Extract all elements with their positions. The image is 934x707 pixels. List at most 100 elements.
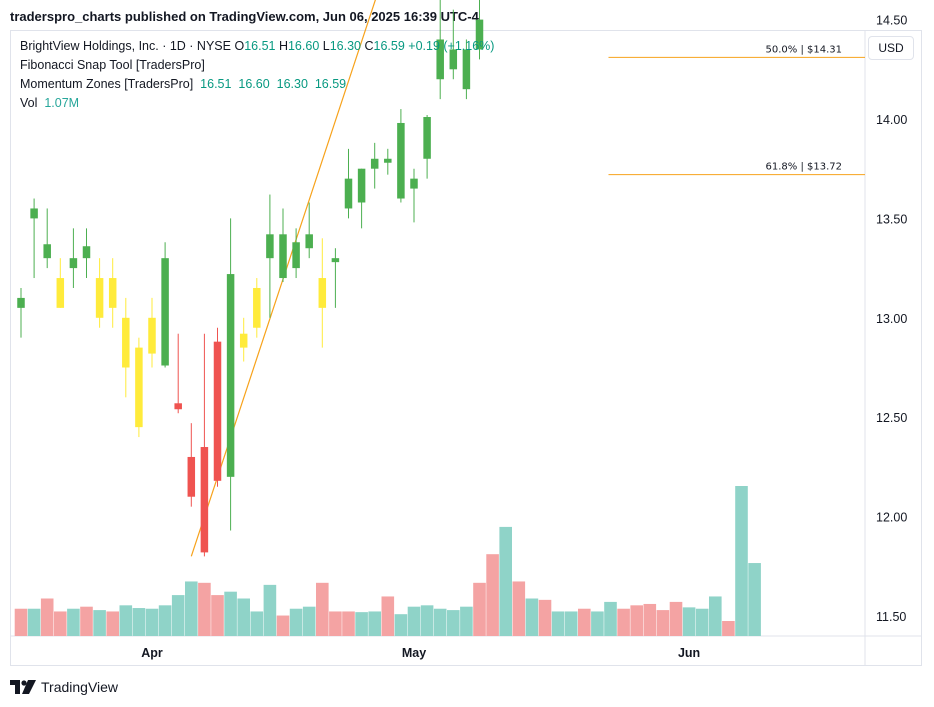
volume-bar bbox=[499, 526, 512, 636]
candle-body bbox=[423, 117, 431, 159]
ohlc-close-label: C bbox=[364, 39, 374, 53]
candle-body bbox=[397, 122, 405, 199]
candle bbox=[344, 148, 353, 219]
fib-swing-line bbox=[190, 0, 376, 557]
ohlc-high-value: 16.60 bbox=[287, 39, 320, 53]
candle bbox=[43, 208, 51, 269]
volume-bar bbox=[80, 606, 93, 636]
currency-button[interactable]: USD bbox=[868, 36, 914, 60]
volume-bar bbox=[250, 611, 264, 636]
candle bbox=[187, 423, 196, 507]
fib-level-label: 61.8% | $13.72 bbox=[766, 162, 842, 173]
candle-body bbox=[357, 168, 366, 203]
ohlc-open-label: O bbox=[234, 39, 245, 53]
time-tick-label: May bbox=[402, 646, 426, 660]
candle-body bbox=[30, 208, 38, 219]
candle-body bbox=[344, 178, 353, 209]
candle bbox=[30, 198, 38, 279]
candle-body bbox=[239, 333, 248, 348]
fibonacci-levels: 23.6% | $15.6338.2% | $14.9050.0% | $14.… bbox=[190, 0, 865, 557]
price-tick-label: 11.50 bbox=[876, 610, 906, 624]
indicator-volume-line[interactable]: Vol 1.07M bbox=[20, 96, 79, 110]
volume-bar bbox=[578, 608, 591, 636]
volume-bar bbox=[669, 601, 683, 636]
indicator-momentum-label: Momentum Zones [TradersPro] bbox=[20, 77, 194, 91]
price-tick-label: 13.00 bbox=[876, 312, 907, 326]
volume-bar bbox=[748, 563, 761, 636]
candle bbox=[475, 0, 484, 60]
volume-bar bbox=[145, 608, 159, 636]
volume-bar bbox=[604, 601, 617, 636]
volume-bar bbox=[486, 554, 499, 636]
candle bbox=[174, 333, 182, 414]
candle bbox=[239, 317, 248, 362]
candle-body bbox=[410, 178, 418, 189]
candle bbox=[108, 258, 117, 328]
volume-bar bbox=[407, 606, 421, 636]
volume-bar bbox=[27, 608, 41, 636]
candle bbox=[200, 333, 209, 557]
candle bbox=[384, 148, 392, 175]
candle-body bbox=[370, 158, 379, 169]
volume-bar bbox=[682, 607, 696, 636]
candle-body bbox=[187, 456, 196, 497]
candle bbox=[161, 242, 169, 368]
candle-body bbox=[331, 258, 340, 263]
volume-bar bbox=[302, 606, 316, 636]
volume-bar bbox=[355, 612, 368, 636]
candle bbox=[213, 327, 222, 487]
fib-level-label: 50.0% | $14.31 bbox=[766, 44, 842, 55]
candle-body bbox=[122, 317, 130, 368]
candle bbox=[69, 228, 78, 288]
candle bbox=[279, 208, 287, 283]
legend-symbol-line: BrightView Holdings, Inc. · 1D · NYSE O 1… bbox=[20, 39, 494, 53]
volume-bar bbox=[276, 615, 290, 636]
candle-body bbox=[43, 244, 51, 259]
ohlc-low-value: 16.30 bbox=[329, 39, 361, 53]
candle-body bbox=[253, 287, 261, 328]
candle-body bbox=[305, 234, 313, 249]
volume-bar bbox=[591, 611, 604, 636]
candle bbox=[423, 115, 431, 179]
price-tick-label: 14.00 bbox=[876, 113, 907, 127]
time-axis: Apr May Jun bbox=[141, 646, 700, 660]
candle-body bbox=[226, 274, 235, 477]
ohlc-high-label: H bbox=[278, 39, 288, 53]
volume-bar bbox=[119, 605, 133, 636]
symbol-name[interactable]: BrightView Holdings, Inc. · 1D · NYSE bbox=[20, 39, 231, 53]
volume-bar bbox=[198, 582, 211, 636]
tradingview-brand[interactable]: TradingView bbox=[10, 679, 118, 695]
volume-bar bbox=[525, 598, 539, 636]
candle-body bbox=[200, 447, 209, 553]
volume-bar bbox=[40, 598, 54, 636]
volume-bar bbox=[93, 610, 106, 636]
price-axis: 17.0016.5016.0015.5015.0014.5014.0013.50… bbox=[876, 14, 907, 624]
volume-bar bbox=[14, 608, 28, 636]
candle-body bbox=[135, 347, 143, 428]
volume-bar bbox=[342, 611, 355, 636]
volume-bar bbox=[171, 595, 185, 636]
volume-bar bbox=[158, 605, 172, 636]
volume-bar bbox=[381, 596, 395, 636]
volume-bar bbox=[617, 608, 630, 636]
candle bbox=[462, 39, 471, 100]
indicator-momentum-line[interactable]: Momentum Zones [TradersPro] 16.51 16.60 … bbox=[20, 77, 346, 91]
candle-body bbox=[279, 234, 287, 279]
candle-body bbox=[449, 49, 458, 70]
candle bbox=[135, 337, 143, 438]
candle-body bbox=[292, 242, 300, 269]
price-tick-label: 14.50 bbox=[876, 14, 907, 28]
candle bbox=[95, 258, 104, 328]
candle bbox=[253, 278, 261, 338]
volume-bar bbox=[316, 582, 329, 636]
candle bbox=[370, 142, 379, 189]
indicator-fibonacci-label[interactable]: Fibonacci Snap Tool [TradersPro] bbox=[20, 58, 205, 72]
candle bbox=[318, 238, 327, 348]
candle-body bbox=[436, 39, 444, 80]
volume-bar bbox=[643, 603, 657, 636]
candle bbox=[397, 109, 405, 203]
candle bbox=[449, 9, 458, 80]
volume-bar bbox=[132, 608, 146, 636]
candle-body bbox=[462, 49, 471, 90]
